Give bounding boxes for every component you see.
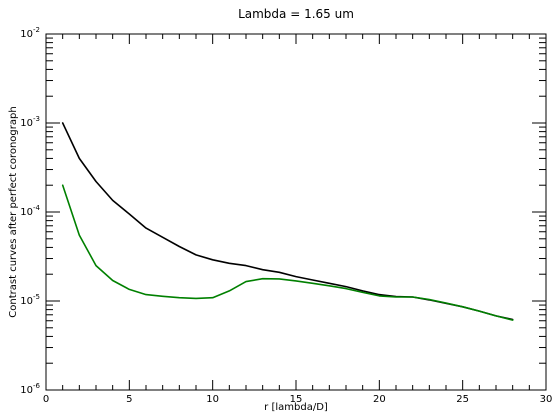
plot-frame — [45, 33, 547, 391]
x-tick-label: 25 — [456, 394, 469, 405]
x-tick-label: 30 — [540, 394, 552, 405]
x-tick-label: 10 — [206, 394, 219, 405]
y-tick-label: 10-6 — [20, 382, 40, 396]
chart-title: Lambda = 1.65 um — [238, 7, 354, 21]
y-tick-label: 10-4 — [20, 204, 40, 218]
y-axis-label: Contrast curves after perfect coronograp… — [8, 106, 19, 317]
series-line-2 — [61, 184, 514, 321]
x-tick-label: 5 — [126, 394, 132, 405]
x-axis-label: r [lambda/D] — [264, 402, 328, 413]
plot-area: 0 5 10 15 20 25 30 10-6 10-5 10-4 10-3 10-2 — [20, 26, 552, 405]
x-tick-label: 20 — [373, 394, 386, 405]
y-tick-label: 10-2 — [20, 26, 40, 40]
x-tick-label: 0 — [43, 394, 49, 405]
y-tick-label: 10-5 — [20, 293, 40, 307]
x-tick-label: 15 — [290, 394, 303, 405]
axis-tick-labels: 0 5 10 15 20 25 30 10-6 10-5 10-4 10-3 10-2 — [20, 26, 552, 405]
y-tick-label: 10-3 — [20, 115, 40, 129]
axis-ticks — [45, 33, 547, 391]
data-series — [61, 122, 514, 321]
